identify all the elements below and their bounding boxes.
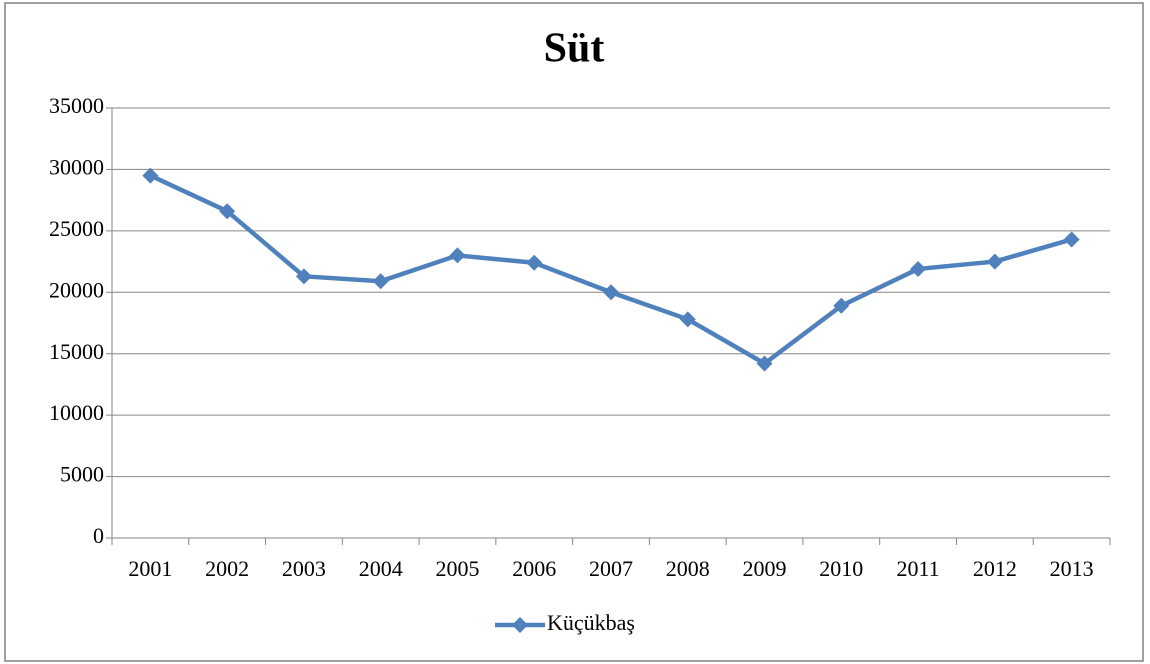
- marker: [219, 203, 236, 220]
- y-tick-label: 30000: [49, 154, 104, 179]
- chart-border: [4, 2, 1144, 662]
- marker: [756, 355, 773, 372]
- x-tick-label: 2007: [589, 556, 633, 581]
- x-tick-label: 2011: [896, 556, 939, 581]
- marker: [986, 253, 1003, 270]
- x-tick-label: 2012: [973, 556, 1017, 581]
- x-tick-label: 2002: [205, 556, 249, 581]
- marker: [142, 167, 159, 184]
- marker: [295, 268, 312, 285]
- y-tick-label: 0: [93, 523, 104, 548]
- chart-title: Süt: [544, 26, 605, 72]
- marker: [679, 311, 696, 328]
- marker: [1063, 231, 1080, 248]
- x-tick-label: 2003: [282, 556, 326, 581]
- marker: [603, 284, 619, 301]
- marker: [910, 260, 927, 277]
- y-tick-label: 10000: [49, 400, 104, 425]
- x-tick-label: 2004: [359, 556, 403, 581]
- marker: [372, 273, 389, 290]
- marker: [833, 297, 850, 314]
- y-tick-label: 15000: [49, 339, 104, 364]
- y-tick-label: 35000: [49, 93, 104, 118]
- marker: [526, 254, 543, 271]
- x-tick-label: 2008: [666, 556, 710, 581]
- marker: [449, 247, 466, 264]
- y-tick-label: 5000: [60, 462, 104, 487]
- y-tick-label: 20000: [49, 277, 104, 302]
- legend-marker: [512, 617, 528, 633]
- x-tick-label: 2006: [512, 556, 556, 581]
- legend-label: Küçükbaş: [547, 610, 635, 635]
- x-tick-label: 2009: [743, 556, 787, 581]
- x-tick-label: 2005: [435, 556, 479, 581]
- y-tick-label: 25000: [49, 216, 104, 241]
- x-tick-label: 2001: [128, 556, 172, 581]
- x-tick-label: 2010: [819, 556, 863, 581]
- x-tick-label: 2013: [1050, 556, 1094, 581]
